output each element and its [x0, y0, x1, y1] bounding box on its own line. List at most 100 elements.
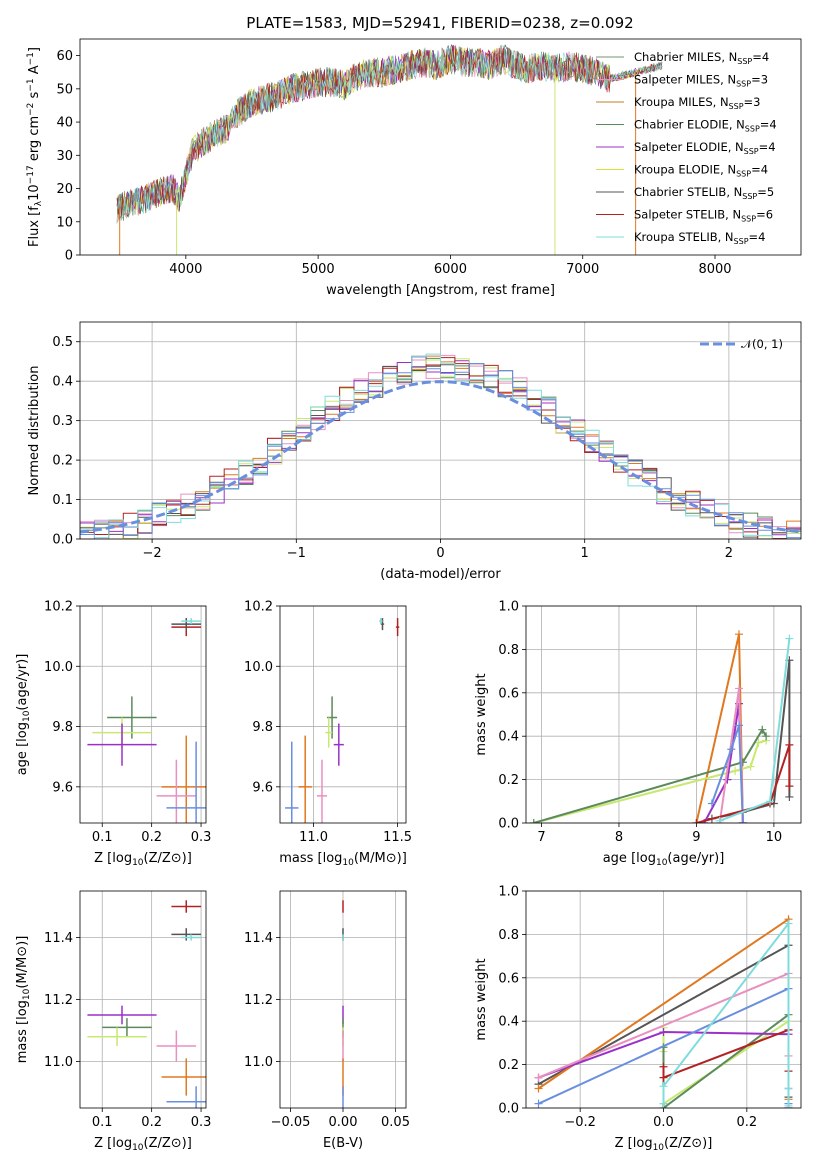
data-point — [659, 1082, 668, 1091]
y-tick-label: 10.2 — [244, 600, 273, 615]
x-tick-label: 0.2 — [736, 1115, 757, 1130]
mass_vs_ebv-axes — [280, 891, 406, 1108]
x-tick-label: 0.05 — [381, 1115, 410, 1130]
data-point — [738, 819, 747, 823]
mass-weight-series — [696, 744, 791, 823]
legend-label: Kroupa STELIB, NSSP=4 — [634, 230, 765, 246]
x-tick-label: −0.05 — [271, 1115, 311, 1130]
axis-label: age [log10(age/yr)] — [603, 851, 725, 868]
mass_vs_Z-frame: 0.1 0.2 0.3 11.0 11.2 11.4 Z [log10(Z/Z⊙)] mass… — [15, 890, 212, 1153]
axis-label: mass [log10(M/M⊙)] — [15, 936, 32, 1064]
x-tick-label: 0.3 — [191, 1115, 212, 1130]
y-tick-label: 0.2 — [498, 1058, 519, 1073]
data-point — [534, 1084, 543, 1093]
y-tick-label: 11.0 — [244, 1055, 273, 1070]
data-point — [727, 745, 736, 754]
y-tick-label: 9.6 — [252, 780, 273, 795]
x-tick-label: 0.2 — [141, 830, 162, 845]
data-point — [735, 630, 744, 639]
axis-label: Flux [fλ10−17 erg cm−2 s−1 A−1] — [26, 47, 44, 247]
y-tick-label: 50 — [56, 82, 73, 97]
y-tick-label: 11.2 — [244, 993, 273, 1008]
data-point — [785, 782, 794, 791]
x-tick-label: 8 — [615, 830, 623, 845]
y-tick-label: 11.2 — [44, 993, 73, 1008]
axis-label: mass weight — [474, 673, 489, 755]
x-tick-label: 2 — [725, 546, 733, 561]
legend-label: Chabrier STELIB, NSSP=5 — [634, 185, 774, 201]
y-tick-label: 0 — [65, 249, 73, 264]
y-tick-label: 60 — [56, 49, 73, 64]
x-tick-label: 10 — [766, 830, 783, 845]
x-tick-label: 0.1 — [92, 1115, 113, 1130]
data-point — [659, 1062, 668, 1071]
spectrum-legend: Chabrier MILES, NSSP=4 Salpeter MILES, NS… — [596, 50, 777, 246]
axis-label: Z [log10(Z/Z⊙)] — [94, 851, 192, 868]
y-tick-label: 0.8 — [498, 643, 519, 658]
data-point — [754, 738, 763, 747]
y-tick-label: 0.1 — [52, 493, 73, 508]
data-point — [784, 1101, 793, 1108]
y-tick-label: 1.0 — [498, 600, 519, 615]
mass_vs_ebv-frame: −0.05 0.00 0.05 11.0 11.2 11.4 E(B-V) — [244, 890, 410, 1151]
massweight_vs_Z-frame: −0.2 0.0 0.2 0.0 0.2 0.4 0.6 0.8 1.0 Z [log10(Z/Z… — [474, 885, 802, 1153]
data-point — [735, 684, 744, 693]
x-tick-label: 0.00 — [329, 1115, 358, 1130]
data-point — [784, 1084, 793, 1093]
age_vs_Z-plot — [87, 618, 206, 823]
y-tick-label: 0.0 — [498, 817, 519, 832]
massweight_vs_age-frame: 7 8 9 10 0.0 0.2 0.4 0.6 0.8 1.0 age [log10(age/yr… — [474, 600, 802, 868]
figure-title: PLATE=1583, MJD=52941, FIBERID=0238, z=0… — [246, 14, 633, 32]
data-point — [785, 792, 794, 801]
data-point — [735, 721, 744, 730]
residuals-frame: −2 −1 0 1 2 0.0 0.1 0.2 0.3 0.4 0.5 𝒩(0, 1) (data-mo… — [27, 321, 802, 582]
spectrum-line — [116, 44, 663, 221]
data-point — [762, 732, 771, 741]
data-point — [766, 797, 775, 806]
spectrum-line — [116, 43, 663, 216]
x-tick-label: 0.1 — [92, 830, 113, 845]
y-tick-label: 0.0 — [52, 533, 73, 548]
data-point — [659, 1099, 668, 1108]
legend-label: Chabrier MILES, NSSP=4 — [634, 50, 769, 66]
legend-label: Kroupa ELODIE, NSSP=4 — [634, 163, 768, 179]
y-tick-label: 11.0 — [44, 1055, 73, 1070]
x-tick-label: 0.0 — [653, 1115, 674, 1130]
data-point — [785, 740, 794, 749]
mass_vs_Z-plot — [87, 900, 206, 1108]
axes-frame — [279, 605, 407, 824]
x-tick-label: 6000 — [434, 262, 467, 277]
data-point — [723, 775, 732, 784]
y-tick-label: 10 — [56, 215, 73, 230]
x-tick-label: 9 — [692, 830, 700, 845]
y-tick-label: 10.0 — [244, 660, 273, 675]
legend-label: Salpeter ELODIE, NSSP=4 — [634, 140, 776, 156]
y-tick-label: 9.6 — [52, 780, 73, 795]
legend-label: Chabrier ELODIE, NSSP=4 — [634, 118, 777, 134]
legend-label: Salpeter MILES, NSSP=3 — [634, 73, 768, 89]
mass_vs_Z-axes — [80, 891, 206, 1108]
axis-label: wavelength [Angstrom, rest frame] — [326, 283, 555, 298]
massweight_vs_age-axes — [526, 605, 801, 824]
x-tick-label: 11.0 — [299, 830, 328, 845]
x-tick-label: 0.2 — [141, 1115, 162, 1130]
y-tick-label: 0.0 — [498, 1102, 519, 1117]
mass-weight-series — [533, 727, 767, 823]
age_vs_mass-plot — [285, 618, 400, 823]
spectrum-axes — [116, 43, 663, 255]
x-tick-label: 0 — [436, 546, 444, 561]
y-tick-label: 9.8 — [52, 720, 73, 735]
y-tick-label: 0.2 — [52, 454, 73, 469]
axis-label: age [log10(age/yr)] — [15, 654, 32, 776]
y-tick-label: 11.4 — [44, 931, 73, 946]
y-tick-label: 1.0 — [498, 885, 519, 900]
x-tick-label: 11.5 — [383, 830, 412, 845]
histogram-series — [80, 363, 801, 539]
y-tick-label: 30 — [56, 149, 73, 164]
spectrum-frame: 4000 5000 6000 7000 8000 0 10 20 30 40 50 60 wavelen… — [26, 38, 802, 298]
data-point — [534, 1073, 543, 1082]
residuals-axes — [80, 322, 801, 540]
x-tick-label: 4000 — [169, 262, 202, 277]
axis-label: mass weight — [474, 958, 489, 1040]
